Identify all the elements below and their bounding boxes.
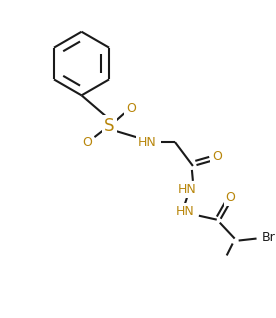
Text: O: O xyxy=(226,191,236,204)
Text: HN: HN xyxy=(138,135,156,149)
Text: O: O xyxy=(83,135,92,149)
Text: S: S xyxy=(104,117,115,135)
Text: HN: HN xyxy=(176,205,194,218)
Text: O: O xyxy=(212,149,222,162)
Text: O: O xyxy=(126,102,136,115)
Text: HN: HN xyxy=(177,183,196,196)
Text: Br: Br xyxy=(262,231,275,244)
